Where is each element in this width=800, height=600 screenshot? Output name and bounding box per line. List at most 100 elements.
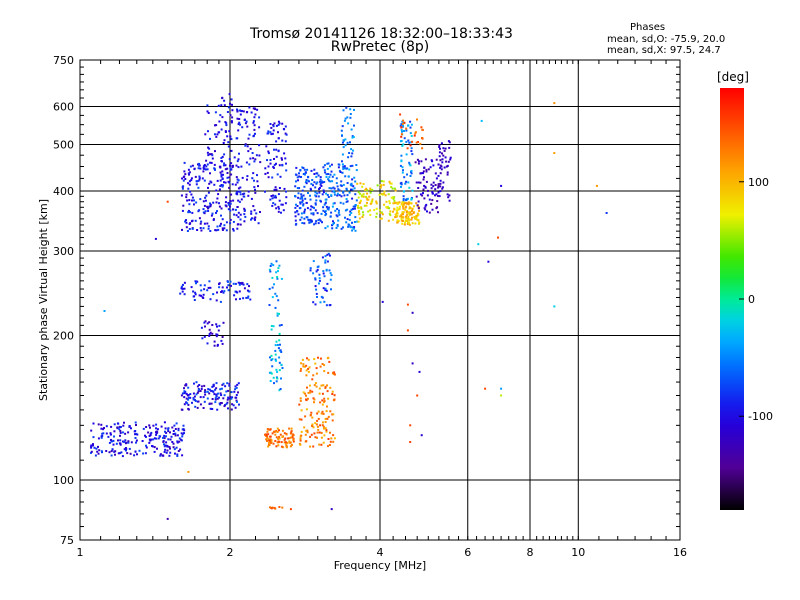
phase-point — [215, 211, 217, 214]
phase-point — [400, 181, 403, 184]
phase-point — [313, 384, 316, 387]
phase-point — [416, 394, 419, 397]
phase-point — [250, 197, 253, 200]
phase-point — [145, 435, 147, 438]
y-tick-label: 100 — [53, 474, 74, 487]
phase-point — [218, 396, 220, 399]
phase-point — [203, 167, 206, 170]
phase-point — [411, 311, 414, 314]
phase-point — [309, 391, 312, 394]
phase-point — [319, 178, 322, 181]
phase-point — [402, 195, 405, 198]
phase-point — [156, 447, 158, 450]
phase-point — [208, 388, 211, 391]
phase-point — [418, 209, 421, 212]
phase-point — [255, 154, 258, 157]
phase-point — [119, 452, 121, 455]
phase-point — [155, 432, 158, 435]
phase-point — [321, 392, 324, 395]
phase-point — [271, 132, 274, 135]
phase-point — [415, 215, 418, 218]
phase-point — [253, 186, 256, 189]
phase-point — [166, 449, 169, 452]
phase-point — [326, 384, 328, 387]
phase-point — [292, 437, 295, 440]
phase-point — [295, 166, 298, 169]
phase-point — [223, 162, 226, 165]
phase-point — [123, 421, 125, 424]
phase-point — [209, 202, 211, 205]
phase-point — [441, 161, 444, 164]
phase-point — [315, 270, 318, 273]
phase-point — [383, 190, 386, 193]
phase-point — [351, 152, 354, 155]
phase-point — [198, 209, 201, 212]
phase-point — [209, 286, 212, 289]
phase-point — [280, 324, 283, 326]
phase-point — [405, 202, 408, 205]
phase-point — [242, 110, 245, 113]
phase-point — [289, 432, 292, 435]
phase-point — [323, 169, 326, 172]
phase-point — [208, 392, 211, 395]
phase-point — [379, 211, 382, 214]
phase-point — [409, 424, 412, 427]
phase-point — [320, 200, 322, 203]
phase-point — [277, 120, 280, 123]
phase-point — [313, 173, 316, 175]
phase-point — [276, 431, 279, 433]
x-tick-label: 2 — [227, 546, 234, 559]
phase-point — [274, 194, 277, 197]
phase-point — [301, 199, 304, 202]
phase-point — [362, 195, 365, 198]
phase-point — [271, 286, 274, 289]
phase-point — [434, 194, 436, 197]
phase-point — [193, 382, 195, 385]
phase-point — [206, 168, 209, 171]
phase-point — [169, 431, 171, 434]
phase-point — [306, 207, 309, 210]
phase-point — [353, 207, 356, 210]
phase-point — [436, 200, 439, 203]
phase-point — [335, 226, 338, 229]
phase-point — [215, 124, 218, 127]
phase-point — [274, 507, 277, 510]
phase-point — [246, 296, 249, 299]
phase-point — [211, 332, 214, 335]
phase-point — [402, 205, 404, 208]
phase-point — [412, 212, 415, 214]
phase-point — [322, 270, 325, 273]
phase-point — [320, 295, 323, 298]
phase-point — [350, 208, 353, 211]
phase-point — [319, 176, 322, 179]
phase-point — [213, 393, 216, 396]
phase-point — [226, 401, 229, 404]
phase-point — [209, 137, 211, 140]
phase-point — [224, 181, 227, 184]
phase-point — [225, 196, 228, 199]
phase-point — [229, 395, 232, 398]
phase-point — [407, 201, 410, 204]
phase-point — [302, 173, 305, 175]
phase-point — [98, 449, 101, 452]
phase-point — [275, 155, 278, 158]
phase-point — [311, 206, 314, 209]
phase-point — [354, 204, 357, 207]
phase-point — [365, 204, 368, 207]
phase-point — [248, 285, 250, 288]
phase-point — [215, 323, 218, 326]
phase-point — [217, 228, 220, 231]
phase-point — [219, 224, 222, 227]
phase-point — [205, 159, 208, 162]
phase-point — [278, 122, 281, 125]
phase-point — [417, 162, 420, 165]
phase-point — [187, 211, 190, 214]
phase-point — [201, 337, 204, 340]
phase-point — [211, 398, 214, 400]
phase-point — [329, 440, 332, 443]
phase-point — [272, 165, 275, 168]
phase-point — [295, 203, 297, 206]
phase-point — [183, 281, 186, 284]
phase-point — [254, 132, 256, 135]
phase-point — [444, 156, 447, 159]
